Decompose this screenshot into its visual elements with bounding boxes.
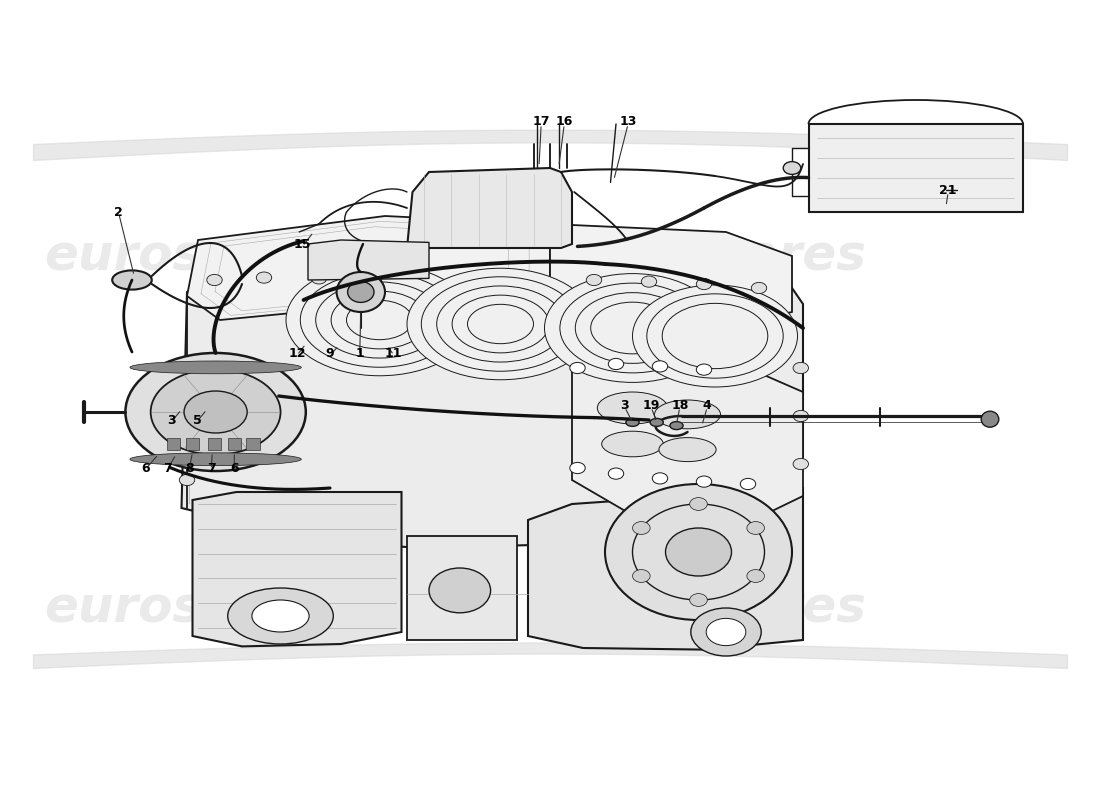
Text: 16: 16: [556, 115, 573, 128]
Ellipse shape: [597, 392, 668, 424]
Ellipse shape: [179, 474, 195, 486]
Ellipse shape: [654, 400, 720, 429]
Text: 9: 9: [326, 347, 334, 360]
Ellipse shape: [783, 162, 801, 174]
Ellipse shape: [366, 274, 382, 285]
Ellipse shape: [747, 570, 764, 582]
Ellipse shape: [570, 362, 585, 374]
Polygon shape: [550, 224, 792, 328]
Ellipse shape: [632, 285, 798, 387]
Text: eurospares: eurospares: [550, 584, 866, 632]
Ellipse shape: [706, 618, 746, 646]
Ellipse shape: [793, 362, 808, 374]
Ellipse shape: [184, 391, 248, 433]
Ellipse shape: [793, 410, 808, 422]
Bar: [228, 438, 241, 450]
Text: 17: 17: [532, 115, 550, 128]
Text: 2: 2: [114, 206, 123, 218]
Text: eurospares: eurospares: [44, 584, 360, 632]
Ellipse shape: [652, 361, 668, 372]
Bar: [208, 438, 221, 450]
Bar: [186, 438, 199, 450]
Polygon shape: [528, 488, 803, 650]
Text: 8: 8: [185, 462, 194, 474]
Ellipse shape: [793, 458, 808, 470]
Ellipse shape: [691, 608, 761, 656]
Ellipse shape: [602, 431, 663, 457]
Ellipse shape: [348, 282, 374, 302]
Ellipse shape: [179, 426, 195, 438]
Ellipse shape: [130, 453, 301, 466]
Bar: [808, 124, 1023, 212]
Ellipse shape: [337, 272, 385, 312]
Ellipse shape: [696, 364, 712, 375]
Text: 4: 4: [703, 399, 712, 412]
Text: 18: 18: [671, 399, 689, 412]
Text: 15: 15: [294, 238, 311, 250]
Ellipse shape: [641, 276, 657, 287]
Polygon shape: [407, 168, 572, 248]
Polygon shape: [572, 344, 803, 512]
Ellipse shape: [179, 378, 195, 390]
Ellipse shape: [740, 478, 756, 490]
Ellipse shape: [696, 278, 712, 290]
Ellipse shape: [690, 594, 707, 606]
Ellipse shape: [981, 411, 999, 427]
Text: 6: 6: [141, 462, 150, 474]
Text: 1: 1: [355, 347, 364, 360]
Text: 5: 5: [192, 414, 201, 426]
Bar: [167, 438, 180, 450]
Ellipse shape: [429, 568, 491, 613]
Ellipse shape: [751, 282, 767, 294]
Ellipse shape: [544, 274, 720, 382]
Ellipse shape: [112, 270, 152, 290]
Ellipse shape: [179, 378, 195, 390]
Text: eurospares: eurospares: [550, 232, 866, 280]
Text: 19: 19: [642, 399, 660, 412]
Ellipse shape: [125, 353, 306, 471]
Ellipse shape: [632, 522, 650, 534]
Ellipse shape: [666, 528, 732, 576]
Ellipse shape: [252, 600, 309, 632]
Text: 7: 7: [207, 462, 216, 474]
Ellipse shape: [586, 274, 602, 286]
Ellipse shape: [311, 273, 327, 284]
Ellipse shape: [608, 468, 624, 479]
Ellipse shape: [256, 272, 272, 283]
Text: 6: 6: [230, 462, 239, 474]
Ellipse shape: [204, 378, 219, 390]
Polygon shape: [192, 492, 402, 646]
Ellipse shape: [570, 462, 585, 474]
Text: eurospares: eurospares: [44, 232, 360, 280]
Ellipse shape: [608, 358, 624, 370]
Text: 13: 13: [619, 115, 637, 128]
Text: 12: 12: [288, 347, 306, 360]
Text: 21: 21: [939, 184, 957, 197]
Text: 3: 3: [620, 399, 629, 412]
Text: 11: 11: [385, 347, 403, 360]
Ellipse shape: [650, 418, 663, 426]
Text: 7: 7: [163, 462, 172, 474]
Ellipse shape: [696, 476, 712, 487]
Ellipse shape: [747, 522, 764, 534]
Text: 3: 3: [167, 414, 176, 426]
Ellipse shape: [605, 484, 792, 620]
Ellipse shape: [151, 370, 280, 454]
Polygon shape: [187, 216, 550, 320]
Ellipse shape: [670, 422, 683, 430]
Ellipse shape: [407, 268, 594, 380]
Ellipse shape: [632, 570, 650, 582]
Ellipse shape: [652, 473, 668, 484]
Ellipse shape: [130, 361, 301, 374]
Bar: [246, 438, 260, 450]
Bar: [407, 536, 517, 640]
Polygon shape: [308, 240, 429, 280]
Ellipse shape: [690, 498, 707, 510]
Polygon shape: [182, 280, 803, 548]
Ellipse shape: [659, 438, 716, 462]
Ellipse shape: [207, 274, 222, 286]
Ellipse shape: [626, 418, 639, 426]
Ellipse shape: [228, 588, 333, 644]
Ellipse shape: [286, 264, 473, 376]
